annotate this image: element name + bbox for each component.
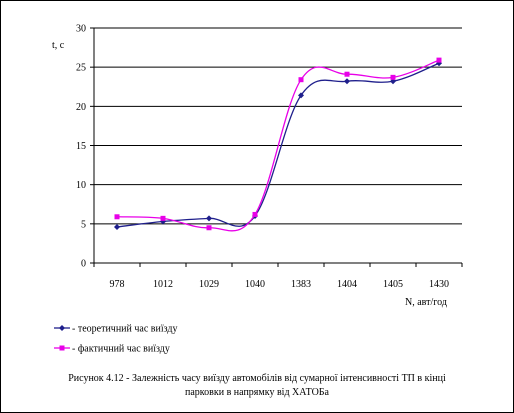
data-point-marker: [206, 215, 212, 222]
data-point-marker: [206, 225, 212, 231]
x-tick-label: 1405: [383, 279, 403, 290]
legend-marker-1: [59, 325, 65, 331]
data-point-marker: [344, 78, 350, 85]
y-tick-label: 0: [81, 259, 86, 270]
data-point-marker: [436, 57, 442, 63]
x-tick-label: 1029: [199, 279, 219, 290]
x-tick-label: 978: [110, 279, 125, 290]
x-tick-label: 1383: [291, 279, 311, 290]
legend-label-1: - теоретичний час виїзду: [72, 324, 178, 335]
legend: - теоретичний час виїзду - фактичний час …: [54, 324, 178, 355]
data-point-marker: [390, 74, 396, 80]
y-axis-label: t, c: [52, 40, 65, 51]
series-group: [114, 57, 442, 232]
data-point-marker: [114, 223, 120, 230]
series-line-2: [116, 59, 440, 232]
y-tick-label: 15: [76, 141, 86, 152]
data-point-marker: [298, 92, 304, 99]
legend-label-2: - фактичний час виїзду: [72, 344, 170, 355]
data-point-marker: [344, 71, 350, 77]
legend-marker-2: [59, 345, 65, 351]
x-tick-label: 1012: [153, 279, 173, 290]
y-tick-label: 25: [76, 63, 86, 74]
caption-line-1: Рисунок 4.12 - Залежність часу виїзду ав…: [68, 373, 446, 384]
figure-caption: Рисунок 4.12 - Залежність часу виїзду ав…: [30, 372, 484, 400]
y-tick-label: 5: [81, 219, 86, 230]
axes: 0 5 10 15 20 25 30 978 1012 1029 1040 1383 1404 1405 1…: [76, 24, 463, 290]
y-tick-label: 20: [76, 102, 86, 113]
x-tick-label: 1430: [429, 279, 449, 290]
data-point-marker: [252, 211, 258, 217]
data-point-marker: [160, 215, 166, 221]
data-point-marker: [114, 214, 120, 220]
y-tick-label: 10: [76, 180, 86, 191]
x-tick-label: 1040: [245, 279, 265, 290]
caption-line-2: парковки в напрямку від ХАТОБа: [185, 387, 329, 398]
x-tick-label: 1404: [337, 279, 357, 290]
y-tick-label: 30: [76, 24, 86, 35]
grid: [94, 27, 462, 225]
x-axis-label: N, авт/год: [405, 297, 447, 308]
data-point-marker: [298, 77, 304, 83]
